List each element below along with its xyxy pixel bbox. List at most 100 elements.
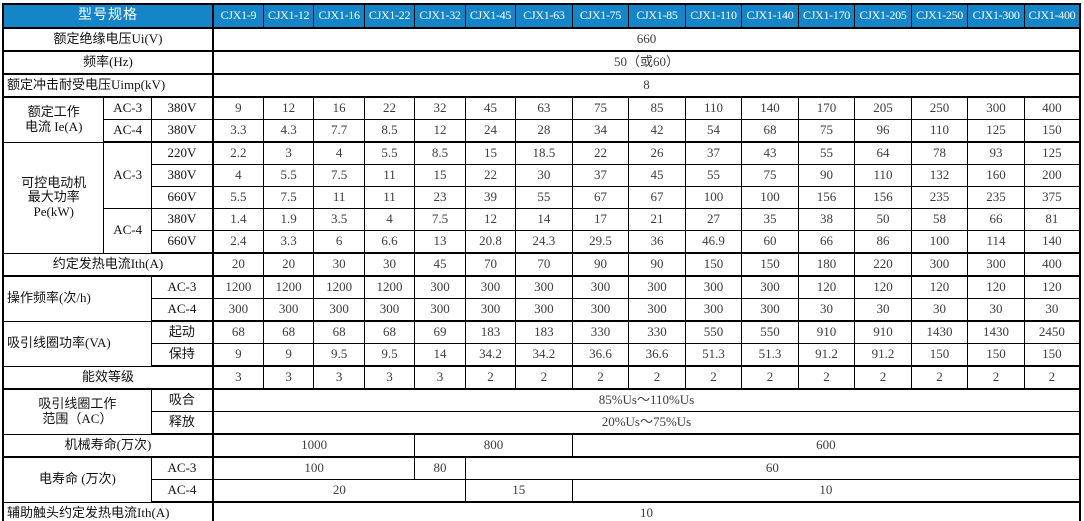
value-cell: 45 (628, 164, 686, 187)
value-cell: 200 (1023, 164, 1081, 187)
value-cell: 60 (741, 230, 799, 254)
value-cell: 300 (363, 298, 416, 322)
value-cell: 120 (854, 275, 912, 299)
value-cell: 300 (414, 298, 466, 322)
value-cell: 75 (741, 164, 799, 187)
header-row: 型号规格 CJX1-9 CJX1-12 CJX1-16 CJX1-22 CJX1-32 C… (2, 3, 1081, 29)
value-cell: 300 (571, 275, 630, 299)
value-cell: 150 (1023, 343, 1081, 367)
value-cell: 2 (967, 365, 1025, 390)
value-cell: 300 (212, 298, 264, 322)
table-title-cell: 型号规格 (2, 3, 214, 29)
value-cell: 7.7 (313, 119, 365, 143)
spec-table: 型号规格 CJX1-9 CJX1-12 CJX1-16 CJX1-22 CJX1-32 C… (2, 3, 1081, 521)
table-row: 机械寿命(万次) 1000 800 600 (2, 433, 1081, 458)
row-label: 额定工作 电流 Ie(A) (2, 96, 105, 143)
value-cell: 23 (414, 186, 466, 209)
value-cell: 36 (628, 230, 686, 254)
value-cell: 5.5 (262, 164, 315, 187)
value-cell: 1200 (313, 275, 365, 299)
voltage-cell: 220V (150, 141, 214, 165)
value-cell: 220 (854, 252, 912, 277)
value-cell: 70 (464, 252, 517, 277)
value-cell: 86 (854, 230, 912, 254)
value-cell: 9.5 (363, 343, 416, 367)
table-row: 辅助触头约定发热电流Ith(A) 10 (2, 501, 1081, 521)
value-cell: 10 (571, 479, 1081, 503)
value-cell: 12 (464, 208, 517, 231)
value-cell: 300 (967, 252, 1025, 277)
value-cell: 75 (571, 96, 630, 120)
value-cell: 20%Us～75%Us (212, 411, 1081, 435)
value-cell: 55 (515, 186, 573, 209)
value-cell: 2 (854, 365, 912, 390)
value-cell: 4 (212, 164, 264, 187)
model-header: CJX1-16 (313, 3, 365, 29)
table-row: AC-4 20 15 10 (3, 479, 1081, 503)
row-label: 能效等级 (2, 365, 214, 390)
table-row: 电寿命 (万次) AC-3 100 80 60 (2, 456, 1081, 503)
value-cell: 24 (464, 119, 517, 143)
value-cell: 51.3 (741, 343, 799, 367)
value-cell: 1200 (363, 275, 416, 299)
value-cell: 11 (313, 186, 365, 209)
table-row: AC-4 380V 1.4 1.9 3.5 4 7.5 12 14 17 21 27 35 38 50 5… (3, 208, 1081, 254)
value-cell: 81 (1023, 208, 1081, 231)
value-cell: 7.5 (262, 186, 315, 209)
value-cell: 20 (212, 479, 466, 503)
model-header: CJX1-205 (854, 3, 912, 29)
row-label: 额定冲击耐受电压Uimp(kV) (2, 73, 214, 98)
value-cell: 330 (628, 320, 686, 344)
value-cell: 37 (684, 141, 743, 165)
value-cell: 550 (741, 320, 799, 344)
value-cell: 150 (684, 252, 743, 277)
value-cell: 3 (313, 365, 365, 390)
table-row: 操作频率(次/h) AC-3 1200 1200 1200 1200 300 300 300… (2, 275, 1081, 322)
model-header: CJX1-63 (515, 3, 573, 29)
value-cell: 9 (262, 343, 315, 367)
value-cell: 22 (571, 141, 630, 165)
value-cell: 2450 (1023, 320, 1081, 344)
category-cell: AC-4 (103, 208, 152, 254)
value-cell: 16 (313, 96, 365, 120)
category-cell: 保持 (150, 343, 214, 367)
value-cell: 4.3 (262, 119, 315, 143)
value-cell: 90 (797, 164, 856, 187)
value-cell: 15 (464, 479, 573, 503)
value-cell: 2.2 (212, 141, 264, 165)
value-cell: 156 (797, 186, 856, 209)
value-cell: 37 (571, 164, 630, 187)
value-cell: 91.2 (797, 343, 856, 367)
value-cell: 64 (854, 141, 912, 165)
value-cell: 300 (684, 298, 743, 322)
category-cell: AC-3 (150, 275, 214, 299)
table-row: 约定发热电流Ith(A) 20 20 30 30 45 70 70 90 90 150 150 180… (2, 252, 1081, 277)
value-cell: 1000 (212, 433, 416, 458)
model-header: CJX1-170 (797, 3, 856, 29)
value-cell: 6.6 (363, 230, 416, 254)
value-cell: 100 (741, 186, 799, 209)
model-header: CJX1-110 (684, 3, 743, 29)
value-cell: 2 (910, 365, 969, 390)
value-cell: 550 (684, 320, 743, 344)
value-cell: 2 (571, 365, 630, 390)
category-cell: AC-3 (103, 141, 152, 209)
value-cell: 100 (684, 186, 743, 209)
value-cell: 45 (464, 96, 517, 120)
value-cell: 9.5 (313, 343, 365, 367)
table-row: 660V 2.4 3.3 6 6.6 13 20.8 24.3 29.5 36 46.9 60 66 8… (3, 230, 1081, 254)
value-cell: 2 (741, 365, 799, 390)
value-cell: 120 (1023, 275, 1081, 299)
value-cell: 300 (515, 298, 573, 322)
value-cell: 15 (414, 164, 466, 187)
value-cell: 300 (571, 298, 630, 322)
value-cell: 66 (967, 208, 1025, 231)
value-cell: 183 (464, 320, 517, 344)
model-header: CJX1-300 (967, 3, 1025, 29)
row-label: 操作频率(次/h) (2, 275, 152, 322)
value-cell: 9 (212, 343, 264, 367)
row-label: 可控电动机 最大功率 Pe(kW) (2, 141, 105, 254)
value-cell: 375 (1023, 186, 1081, 209)
value-cell: 110 (854, 164, 912, 187)
